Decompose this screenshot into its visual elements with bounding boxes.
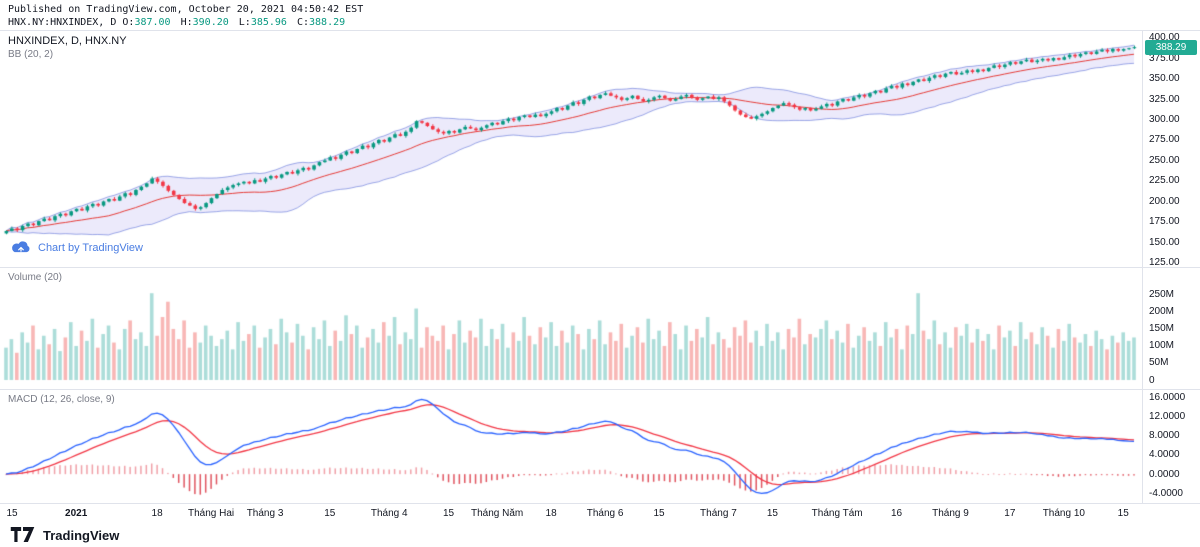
macd-tick-label: -4.0000 [1149,487,1183,499]
chart-header: Published on TradingView.com, October 20… [0,0,1200,30]
price-tick-label: 150.00 [1149,236,1180,248]
volume-legend[interactable]: Volume (20) [8,272,62,283]
tradingview-logo-icon[interactable] [10,527,36,543]
ohlc-values: O:387.00 H:390.20 L:385.96 C:388.29 [122,17,349,28]
volume-tick-label: 250M [1149,289,1175,301]
price-tick-label: 350.00 [1149,73,1180,85]
price-panel: HNXINDEX, D, HNX.NY BB (20, 2) Chart by … [0,30,1200,269]
price-tick-label: 400.00 [1149,32,1180,44]
time-tick-label: Tháng 10 [1042,508,1085,519]
volume-tick-label: 50M [1149,357,1169,369]
price-tick-label: 300.00 [1149,114,1180,125]
price-scale[interactable]: 388.29 400.00 375.00 350.00 325.00 300.00 275… [1142,31,1200,269]
time-tick-label: 15 [653,508,665,519]
symbol-name: HNX.NY:HNXINDEX, D [8,17,117,28]
volume-panel-legend[interactable]: Volume (20) [8,272,62,283]
price-tick-label: 375.00 [1149,52,1180,64]
time-tick-label: Tháng 4 [370,508,408,519]
macd-tick-label: 8.0000 [1149,430,1180,442]
time-tick-label: Tháng Tám [811,508,863,519]
ohlc-h: H:390.20 [174,17,229,28]
time-tick-label: 16 [890,508,903,519]
time-tick-label: Tháng 6 [586,508,624,519]
macd-tick-label: 4.0000 [1149,449,1180,461]
time-tick-label: 18 [151,508,163,519]
volume-tick-label: 100M [1149,340,1175,352]
cloud-icon [12,241,30,253]
macd-tick-label: 12.0000 [1149,410,1186,422]
volume-tick-label: 150M [1149,323,1175,335]
time-tick-label: Tháng 7 [700,508,737,519]
ohlc-c: C:388.29 [290,17,346,28]
volume-tick-label: 200M [1149,306,1175,318]
time-tick-label: Tháng 3 [246,508,284,519]
time-tick-label: Tháng Năm [471,508,524,519]
symbol-ohlc-line: HNX.NY:HNXINDEX, D O:387.00 H:390.20 L:3… [8,16,1200,29]
macd-panel-legend[interactable]: MACD (12, 26, close, 9) [8,394,115,405]
price-panel-legend[interactable]: HNXINDEX, D, HNX.NY BB (20, 2) [8,35,127,60]
time-tick-label: Tháng Hai [188,508,235,519]
time-tick-label: 2021 [65,508,88,519]
macd-legend[interactable]: MACD (12, 26, close, 9) [8,394,115,405]
time-tick-label: 15 [766,508,778,519]
attribution-label[interactable]: Chart by TradingView [38,241,143,254]
ohlc-o: O:387.00 [122,17,171,28]
price-tick-label: 175.00 [1149,216,1180,228]
price-tick-label: 275.00 [1149,134,1180,146]
time-tick-label: 15 [324,508,336,519]
macd-tick-label: 0.0000 [1149,468,1180,480]
time-tick-label: 15 [443,508,455,519]
published-line: Published on TradingView.com, October 20… [8,4,364,15]
volume-chart-canvas[interactable] [0,268,1142,389]
price-tick-label: 125.00 [1149,257,1180,269]
ohlc-l: L:385.96 [232,17,287,28]
price-chart-canvas[interactable] [0,31,1142,267]
tradingview-attribution[interactable]: Chart by TradingView [10,240,143,255]
macd-panel: MACD (12, 26, close, 9) 16.0000 12.0000 8.… [0,389,1200,503]
price-tick-label: 225.00 [1149,175,1180,187]
time-tick-label: 15 [1117,508,1129,519]
last-price-badge: 388.29 [1145,39,1197,55]
price-tick-label: 200.00 [1149,195,1180,207]
footer: TradingView [0,523,1200,547]
macd-tick-label: 16.0000 [1149,391,1186,403]
symbol-legend[interactable]: HNXINDEX, D, HNX.NY [8,35,127,47]
macd-chart-canvas[interactable] [0,390,1142,503]
volume-panel: Volume (20) 250M 200M 150M 100M 50M 0 [0,267,1200,389]
bollinger-legend[interactable]: BB (20, 2) [8,49,54,60]
time-tick-label: 18 [545,508,557,519]
time-tick-label: Tháng 9 [932,508,969,519]
price-tick-label: 325.00 [1149,93,1180,105]
time-tick-label: 17 [1004,508,1016,519]
volume-scale[interactable]: 250M 200M 150M 100M 50M 0 [1142,268,1200,389]
macd-scale[interactable]: 16.0000 12.0000 8.0000 4.0000 0.0000 -4.0000 [1142,390,1200,503]
time-tick-label: 15 [6,508,18,519]
time-axis[interactable]: 15 2021 18 Tháng Hai Tháng 3 15 Tháng 4 15 Tháng… [0,503,1200,523]
price-tick-label: 250.00 [1149,154,1180,166]
tradingview-brand[interactable]: TradingView [43,527,120,543]
volume-tick-label: 0 [1149,374,1155,386]
